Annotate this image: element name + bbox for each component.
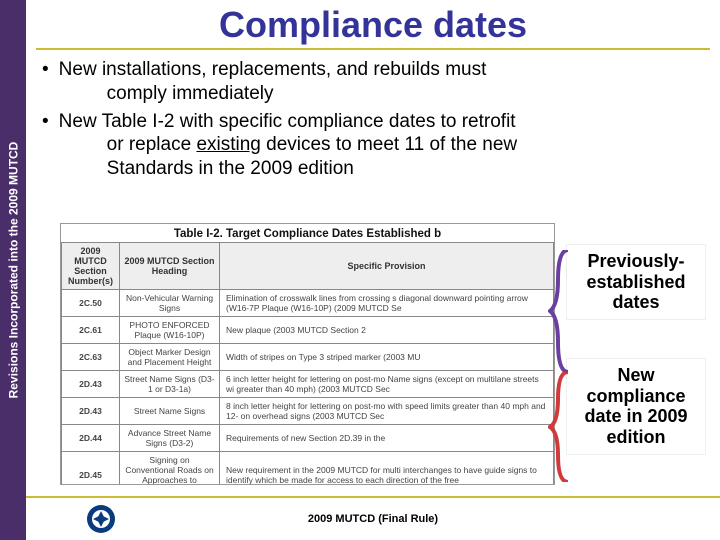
- col-provision: Specific Provision: [220, 243, 554, 290]
- callout-new-dates: New compliance date in 2009 edition: [566, 358, 706, 455]
- bullet-2-line2-b: existing: [196, 134, 260, 155]
- table-row: 2D.43Street Name Signs8 inch letter heig…: [62, 398, 554, 425]
- col-heading: 2009 MUTCD Section Heading: [120, 243, 220, 290]
- cell-heading: Signing on Conventional Roads on Approac…: [120, 452, 220, 486]
- cell-provision: Requirements of new Section 2D.39 in the: [220, 425, 554, 452]
- callout-previous-dates: Previously-established dates: [566, 244, 706, 320]
- cell-heading: Advance Street Name Signs (D3-2): [120, 425, 220, 452]
- bullet-1: • New installations, replacements, and r…: [42, 58, 710, 106]
- col-section: 2009 MUTCD Section Number(s): [62, 243, 120, 290]
- bullet-1-text: New installations, replacements, and reb…: [59, 58, 710, 106]
- sidebar-band: Revisions Incorporated into the 2009 MUT…: [0, 0, 26, 540]
- table-row: 2D.43Street Name Signs (D3-1 or D3-1a)6 …: [62, 371, 554, 398]
- slide-title: Compliance dates: [36, 4, 710, 50]
- table-row: 2C.63Object Marker Design and Placement …: [62, 344, 554, 371]
- cell-section: 2D.43: [62, 371, 120, 398]
- bullet-2-text: New Table I-2 with specific compliance d…: [59, 110, 710, 181]
- cell-provision: Width of stripes on Type 3 striped marke…: [220, 344, 554, 371]
- cell-heading: Object Marker Design and Placement Heigh…: [120, 344, 220, 371]
- table-row: 2D.45Signing on Conventional Roads on Ap…: [62, 452, 554, 486]
- bullet-2-line1: New Table I-2 with specific compliance d…: [59, 111, 516, 132]
- cell-section: 2D.44: [62, 425, 120, 452]
- bullet-1-line1: New installations, replacements, and reb…: [59, 59, 487, 80]
- cell-provision: New requirement in the 2009 MUTCD for mu…: [220, 452, 554, 486]
- footer-bar: 2009 MUTCD (Final Rule): [26, 496, 720, 540]
- table-row: 2D.44Advance Street Name Signs (D3-2)Req…: [62, 425, 554, 452]
- cell-section: 2C.50: [62, 290, 120, 317]
- footer-caption: 2009 MUTCD (Final Rule): [26, 513, 720, 525]
- bullet-1-line2: comply immediately: [59, 83, 274, 104]
- cell-provision: 8 inch letter height for lettering on po…: [220, 398, 554, 425]
- bullet-2: • New Table I-2 with specific compliance…: [42, 110, 710, 181]
- bullet-mark-icon: •: [42, 58, 49, 106]
- sidebar-label: Revisions Incorporated into the 2009 MUT…: [6, 142, 20, 399]
- bullet-2-line2: or replace existing devices to meet 11 o…: [59, 134, 518, 155]
- cell-provision: Elimination of crosswalk lines from cros…: [220, 290, 554, 317]
- cell-section: 2C.61: [62, 317, 120, 344]
- table-row: 2C.61PHOTO ENFORCED Plaque (W16-10P)New …: [62, 317, 554, 344]
- cell-provision: New plaque (2003 MUTCD Section 2: [220, 317, 554, 344]
- bullet-2-line3: Standards in the 2009 edition: [59, 158, 354, 179]
- table-row: 2C.50Non-Vehicular Warning SignsEliminat…: [62, 290, 554, 317]
- bullet-mark-icon: •: [42, 110, 49, 181]
- cell-section: 2C.63: [62, 344, 120, 371]
- cell-heading: Street Name Signs (D3-1 or D3-1a): [120, 371, 220, 398]
- cell-heading: PHOTO ENFORCED Plaque (W16-10P): [120, 317, 220, 344]
- compliance-table: Table I-2. Target Compliance Dates Estab…: [60, 223, 555, 485]
- table-header-row: 2009 MUTCD Section Number(s) 2009 MUTCD …: [62, 243, 554, 290]
- cell-heading: Street Name Signs: [120, 398, 220, 425]
- cell-heading: Non-Vehicular Warning Signs: [120, 290, 220, 317]
- bullet-2-line2-c: devices to meet 11 of the new: [261, 134, 517, 155]
- bullet-list: • New installations, replacements, and r…: [36, 58, 710, 181]
- cell-section: 2D.45: [62, 452, 120, 486]
- compliance-table-grid: 2009 MUTCD Section Number(s) 2009 MUTCD …: [61, 242, 554, 485]
- cell-section: 2D.43: [62, 398, 120, 425]
- cell-provision: 6 inch letter height for lettering on po…: [220, 371, 554, 398]
- bullet-2-line2-a: or replace: [107, 134, 197, 155]
- table-caption: Table I-2. Target Compliance Dates Estab…: [61, 224, 554, 242]
